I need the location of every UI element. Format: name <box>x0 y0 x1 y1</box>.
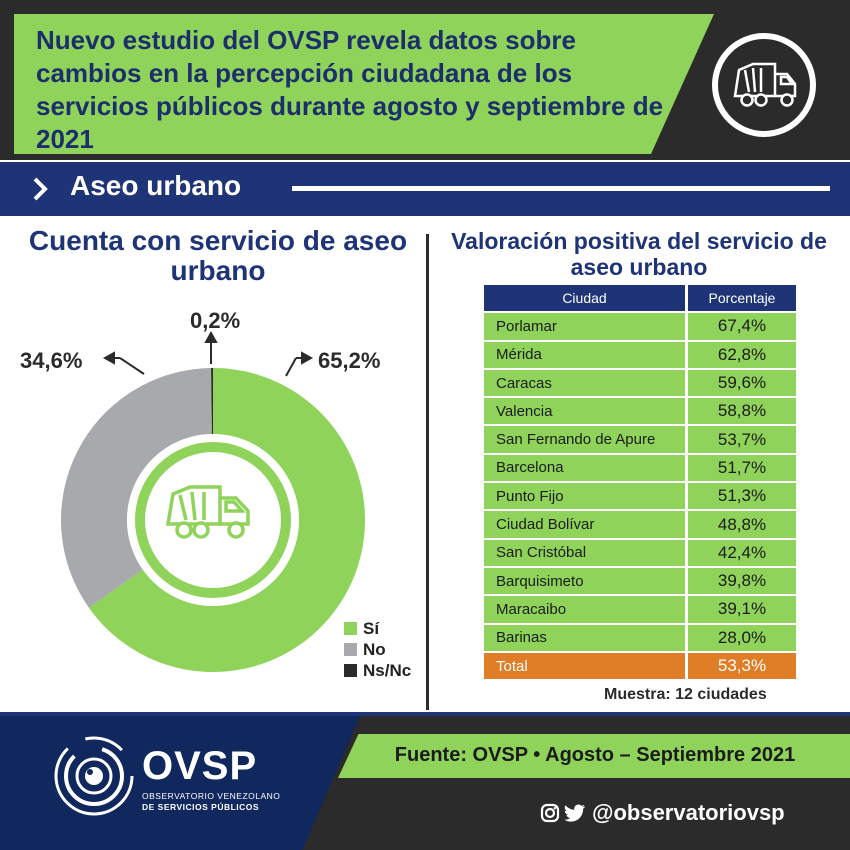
city-cell: Punto Fijo <box>484 483 688 512</box>
percent-cell: 53,7% <box>688 426 796 455</box>
section-rule <box>292 186 830 191</box>
city-cell: Ciudad Bolívar <box>484 511 688 540</box>
leader-lines <box>102 330 314 377</box>
city-cell: Barquisimeto <box>484 567 688 597</box>
table-row: Caracas 59,6% <box>484 369 796 399</box>
table-title: Valoración positiva del servicio de aseo… <box>451 228 827 280</box>
legend-swatch-si <box>344 622 357 635</box>
table-row: Porlamar 67,4% <box>484 313 796 342</box>
donut-title: Cuenta con servicio de aseo urbano <box>28 225 408 286</box>
slice-label-si: 65,2% <box>318 348 381 373</box>
percent-cell: 62,8% <box>688 341 796 370</box>
legend-item-nsnc: Ns/Nc <box>344 660 411 681</box>
column-header-city: Ciudad <box>484 285 688 314</box>
source-text: Fuente: OVSP • Agosto – Septiembre 2021 <box>394 744 796 766</box>
city-cell: Valencia <box>484 398 688 427</box>
header-title-panel <box>14 14 714 154</box>
donut-legend: Sí No Ns/Nc <box>344 618 411 681</box>
percent-cell: 51,7% <box>688 454 796 484</box>
legend-item-no: No <box>344 639 411 660</box>
ovsp-logo-icon <box>54 736 134 816</box>
table-row: Valencia 58,8% <box>484 398 796 427</box>
table-row: Maracaibo 39,1% <box>484 596 796 625</box>
twitter-icon[interactable] <box>564 803 586 823</box>
center-badge-ring <box>135 442 291 598</box>
legend-label-nsnc: Ns/Nc <box>363 660 412 680</box>
social-links: @observatoriovsp <box>540 800 785 826</box>
footer-brand-panel <box>0 716 360 850</box>
total-label: Total <box>484 652 688 682</box>
percent-cell: 59,6% <box>688 369 796 399</box>
city-cell: San Cristóbal <box>484 539 688 568</box>
header-icon-ring <box>718 39 810 131</box>
header-title: Nuevo estudio del OVSP revela datos sobr… <box>36 25 664 154</box>
city-cell: Caracas <box>484 369 688 399</box>
percent-cell: 39,8% <box>688 567 796 597</box>
percent-cell: 28,0% <box>688 624 796 653</box>
total-value: 53,3% <box>688 652 796 682</box>
legend-swatch-nsnc <box>344 664 357 677</box>
percent-cell: 67,4% <box>688 313 796 342</box>
city-cell: Barcelona <box>484 454 688 484</box>
table-row: Barcelona 51,7% <box>484 454 796 484</box>
percent-cell: 58,8% <box>688 398 796 427</box>
table-row: Mérida 62,8% <box>484 341 796 370</box>
legend-label-si: Sí <box>363 618 380 638</box>
legend-item-si: Sí <box>344 618 411 639</box>
donut-slice-no <box>61 368 212 608</box>
city-cell: Porlamar <box>484 313 688 342</box>
table-header-row: Ciudad Porcentaje <box>484 285 796 314</box>
percent-cell: 51,3% <box>688 483 796 512</box>
table-row: Barquisimeto 39,8% <box>484 567 796 597</box>
ratings-table: Ciudad Porcentaje Porlamar 67,4% Mérida 62,… <box>484 285 796 682</box>
table-row: Punto Fijo 51,3% <box>484 483 796 512</box>
city-cell: Mérida <box>484 341 688 370</box>
garbage-truck-icon <box>165 485 250 539</box>
legend-label-no: No <box>363 639 386 659</box>
city-cell: San Fernando de Apure <box>484 426 688 455</box>
section-title: Aseo urbano <box>70 170 242 201</box>
brand-name: OVSP <box>142 744 258 788</box>
percent-cell: 39,1% <box>688 596 796 625</box>
table-row: Ciudad Bolívar 48,8% <box>484 511 796 540</box>
slice-label-no: 34,6% <box>20 348 83 373</box>
city-cell: Barinas <box>484 624 688 653</box>
garbage-truck-icon <box>733 62 797 107</box>
city-cell: Maracaibo <box>484 596 688 625</box>
column-header-percent: Porcentaje <box>688 285 796 314</box>
sample-note: Muestra: 12 ciudades <box>604 686 767 703</box>
donut-slice-si <box>88 368 365 672</box>
percent-cell: 42,4% <box>688 539 796 568</box>
instagram-icon[interactable] <box>540 803 560 823</box>
social-handle[interactable]: @observatoriovsp <box>592 800 785 825</box>
table-row: Barinas 28,0% <box>484 624 796 653</box>
source-banner <box>338 734 850 778</box>
percent-cell: 48,8% <box>688 511 796 540</box>
slice-label-nsnc: 0,2% <box>190 308 241 333</box>
brand-subtitle-2: DE SERVICIOS PÚBLICOS <box>142 802 260 812</box>
chevron-right-icon <box>33 177 48 201</box>
donut-slice-nsnc <box>211 368 213 435</box>
table-row: San Cristóbal 42,4% <box>484 539 796 568</box>
footer-rule <box>0 712 850 716</box>
legend-swatch-no <box>344 643 357 656</box>
brand-subtitle-1: OBSERVATORIO VENEZOLANO <box>142 791 281 801</box>
donut-chart <box>61 330 365 672</box>
table-total-row: Total 53,3% <box>484 652 796 682</box>
donut-hole <box>127 434 299 606</box>
table-row: San Fernando de Apure 53,7% <box>484 426 796 455</box>
column-divider <box>426 234 429 710</box>
